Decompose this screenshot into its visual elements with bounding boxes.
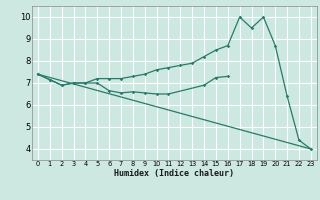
- X-axis label: Humidex (Indice chaleur): Humidex (Indice chaleur): [115, 169, 234, 178]
